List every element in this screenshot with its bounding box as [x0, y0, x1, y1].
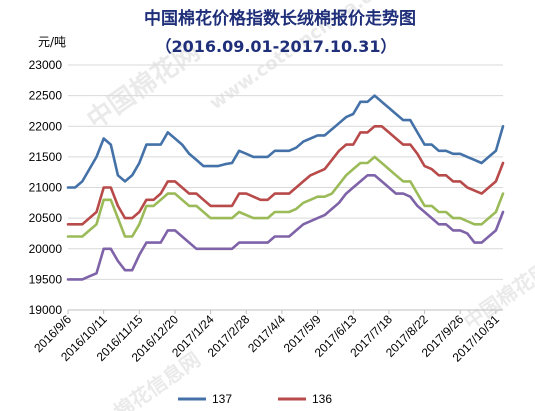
series-lines — [66, 94, 505, 281]
chart-subtitle: （2016.09.01-2017.10.31） — [155, 37, 396, 56]
chart-title: 中国棉花价格指数长绒棉报价走势图 — [144, 8, 416, 29]
y-tick-label: 20000 — [29, 242, 63, 256]
legend-label: 137 — [212, 392, 232, 406]
y-tick-label: 20500 — [29, 211, 63, 225]
y-tick-label: 21500 — [29, 150, 63, 164]
y-tick-label: 19500 — [29, 272, 63, 286]
series-line-2 — [66, 125, 505, 226]
y-tick-label: 21000 — [29, 181, 63, 195]
series-line-1 — [66, 94, 505, 189]
series-line-3 — [66, 155, 505, 238]
legend-label: 136 — [312, 392, 332, 406]
y-tick-label: 23000 — [29, 58, 63, 72]
legend: 137 136 — [178, 392, 332, 406]
series-line-4 — [66, 174, 505, 281]
y-tick-label: 22000 — [29, 119, 63, 133]
y-axis-ticks: 19000 19500 20000 20500 21000 21500 22000 22500… — [29, 58, 63, 317]
y-tick-label: 22500 — [29, 89, 63, 103]
y-tick-label: 19000 — [29, 303, 63, 317]
y-axis-unit: 元/吨 — [38, 35, 66, 49]
